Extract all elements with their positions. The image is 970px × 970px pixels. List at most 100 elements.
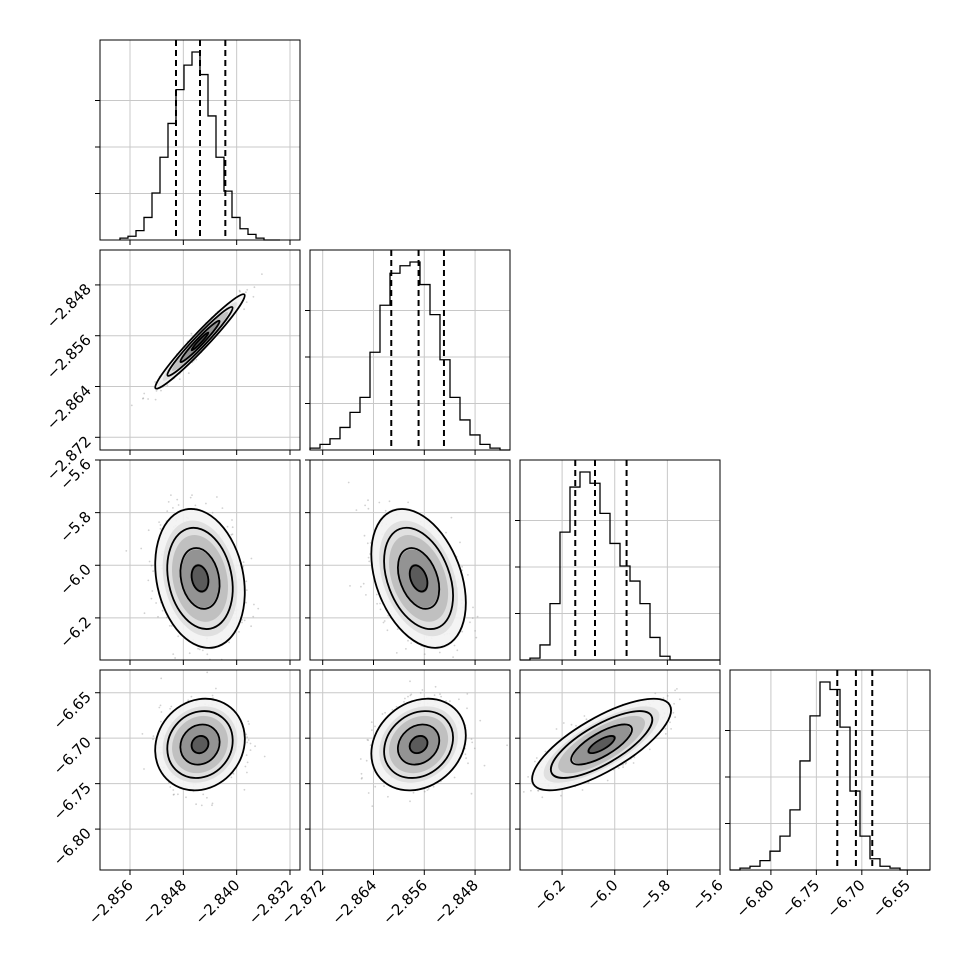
pair-panel-0-2 bbox=[125, 494, 260, 660]
contour-line bbox=[549, 710, 654, 779]
scatter-point bbox=[396, 628, 399, 630]
scatter-point bbox=[439, 693, 441, 695]
pair-panel-0-1 bbox=[130, 273, 263, 407]
scatter-point bbox=[230, 776, 233, 779]
scatter-point bbox=[261, 273, 263, 275]
scatter-point bbox=[467, 574, 469, 576]
scatter-point bbox=[190, 695, 193, 698]
scatter-point bbox=[252, 295, 255, 298]
panel-frame bbox=[99, 669, 301, 871]
contour-line bbox=[383, 710, 454, 779]
scatter-point bbox=[674, 716, 676, 719]
scatter-point bbox=[347, 481, 350, 484]
scatter-point bbox=[664, 727, 667, 730]
scatter-point bbox=[427, 788, 430, 790]
y-tick-label: −2.848 bbox=[43, 280, 95, 332]
x-tick-label: −2.840 bbox=[192, 876, 244, 928]
scatter-point bbox=[633, 756, 636, 759]
scatter-point bbox=[142, 397, 145, 400]
scatter-point bbox=[367, 739, 370, 742]
scatter-point bbox=[387, 795, 389, 798]
pair-panel-0-3 bbox=[141, 671, 266, 807]
scatter-point bbox=[170, 625, 173, 627]
scatter-point bbox=[140, 547, 143, 550]
scatter-point bbox=[246, 761, 249, 764]
scatter-point bbox=[423, 653, 426, 656]
contour-line bbox=[154, 508, 246, 649]
scatter-point bbox=[383, 620, 386, 622]
scatter-point bbox=[625, 762, 628, 764]
scatter-point bbox=[246, 288, 249, 291]
scatter-point bbox=[169, 786, 172, 788]
scatter-point bbox=[581, 789, 584, 791]
contour-line bbox=[383, 526, 454, 630]
scatter-point bbox=[185, 796, 187, 799]
contour-line bbox=[154, 293, 246, 390]
scatter-point bbox=[367, 499, 369, 502]
scatter-point bbox=[474, 630, 476, 632]
scatter-point bbox=[205, 502, 207, 505]
scatter-point bbox=[471, 741, 474, 744]
scatter-point bbox=[405, 648, 407, 650]
scatter-point bbox=[562, 722, 565, 724]
scatter-point bbox=[391, 708, 394, 711]
scatter-point bbox=[367, 792, 370, 794]
scatter-point bbox=[250, 557, 253, 560]
scatter-point bbox=[245, 301, 248, 303]
scatter-point bbox=[211, 511, 214, 514]
scatter-point bbox=[506, 744, 508, 747]
scatter-point bbox=[537, 789, 540, 792]
histogram-3 bbox=[730, 681, 930, 871]
histogram-0 bbox=[119, 51, 280, 241]
scatter-point bbox=[459, 541, 461, 544]
scatter-point bbox=[374, 785, 377, 788]
scatter-point bbox=[238, 289, 241, 292]
scatter-point bbox=[125, 550, 128, 552]
y-tick-label: −6.75 bbox=[50, 779, 95, 824]
contour-line bbox=[587, 735, 616, 755]
x-tick-label: −6.70 bbox=[823, 876, 868, 921]
x-tick-label: −2.848 bbox=[430, 876, 482, 928]
x-tick-label: −2.856 bbox=[85, 876, 137, 928]
y-tick-label: −5.8 bbox=[56, 508, 94, 546]
scatter-point bbox=[378, 501, 381, 504]
scatter-point bbox=[445, 531, 447, 534]
panel-frame bbox=[519, 669, 721, 871]
scatter-point bbox=[169, 707, 172, 710]
scatter-point bbox=[440, 695, 442, 698]
panel-frame bbox=[99, 459, 301, 661]
scatter-point bbox=[246, 736, 249, 739]
contour-line bbox=[531, 697, 672, 792]
scatter-point bbox=[376, 602, 378, 605]
scatter-point bbox=[245, 733, 248, 736]
scatter-point bbox=[383, 785, 385, 787]
scatter-point bbox=[407, 639, 409, 642]
contour-line bbox=[166, 710, 234, 779]
frame-layer bbox=[99, 39, 931, 871]
scatter-point bbox=[245, 754, 248, 756]
scatter-point bbox=[161, 609, 164, 612]
scatter-point bbox=[158, 706, 161, 709]
scatter-point bbox=[143, 612, 146, 615]
scatter-point bbox=[195, 803, 198, 806]
scatter-point bbox=[662, 697, 665, 699]
scatter-point bbox=[470, 738, 473, 740]
scatter-point bbox=[381, 713, 384, 715]
panel-frame bbox=[99, 39, 301, 241]
scatter-point bbox=[560, 794, 562, 797]
scatter-point bbox=[670, 728, 672, 730]
scatter-point bbox=[206, 671, 209, 674]
contour-line bbox=[370, 508, 467, 649]
scatter-point bbox=[673, 702, 675, 705]
scatter-point bbox=[365, 594, 367, 596]
y-tick-label: −2.864 bbox=[43, 382, 95, 434]
scatter-point bbox=[172, 507, 174, 509]
scatter-point bbox=[130, 404, 133, 407]
x-tick-label: −6.80 bbox=[733, 876, 778, 921]
contour-line bbox=[397, 723, 441, 766]
scatter-point bbox=[367, 507, 370, 510]
scatter-point bbox=[238, 631, 240, 633]
scatter-point bbox=[254, 745, 256, 748]
scatter-point bbox=[160, 711, 163, 713]
